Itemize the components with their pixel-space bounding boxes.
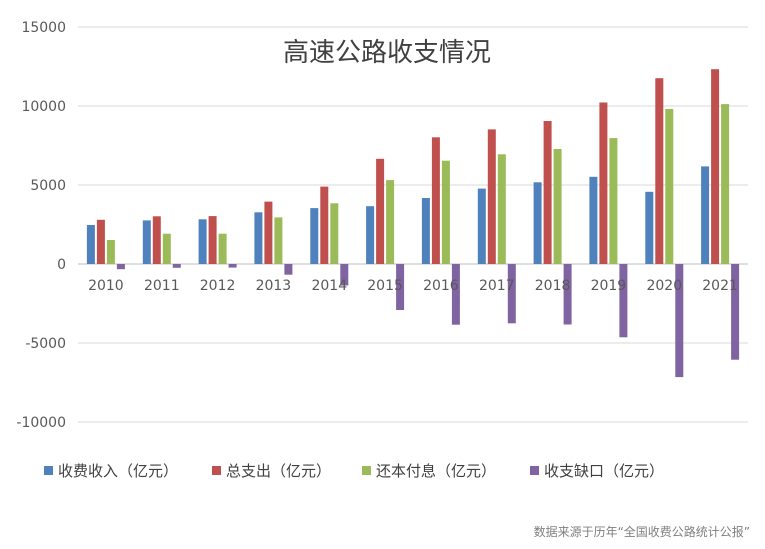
x-tick-label: 2010 <box>88 278 124 294</box>
x-tick-label: 2020 <box>646 278 682 294</box>
bar-3-2014 <box>330 203 339 264</box>
x-tick-label: 2021 <box>702 278 738 294</box>
legend-label: 还本付息（亿元） <box>376 462 496 480</box>
bar-2-2010 <box>96 219 105 264</box>
x-tick-label: 2018 <box>535 278 571 294</box>
bar-4-2017 <box>507 264 516 324</box>
x-tick-label: 2016 <box>423 278 459 294</box>
y-tick-label: 10000 <box>21 99 66 115</box>
legend-swatch <box>212 466 221 475</box>
bar-1-2018 <box>533 182 542 264</box>
bar-4-2013 <box>284 264 293 275</box>
bar-2-2020 <box>655 78 664 264</box>
x-tick-label: 2014 <box>311 278 347 294</box>
bar-1-2019 <box>589 176 598 264</box>
gridlines <box>78 26 748 423</box>
bar-3-2015 <box>386 180 395 264</box>
bar-3-2020 <box>665 109 674 264</box>
bar-4-2019 <box>619 264 628 338</box>
bar-2-2021 <box>711 69 720 264</box>
bar-1-2014 <box>310 208 319 264</box>
bars <box>86 69 740 378</box>
bar-2-2013 <box>264 201 273 264</box>
x-tick-label: 2011 <box>144 278 180 294</box>
bar-3-2021 <box>721 104 730 264</box>
y-tick-label: -10000 <box>16 415 66 431</box>
bar-1-2013 <box>254 212 263 264</box>
legend-swatch <box>44 466 53 475</box>
bar-3-2016 <box>441 160 450 264</box>
bar-4-2018 <box>563 264 572 325</box>
x-tick-label: 2013 <box>256 278 292 294</box>
x-tick-label: 2017 <box>479 278 515 294</box>
bar-3-2019 <box>609 138 618 264</box>
legend-label: 收支缺口（亿元） <box>544 462 664 480</box>
bar-2-2016 <box>431 137 440 264</box>
x-tick-label: 2019 <box>591 278 627 294</box>
bar-2-2019 <box>599 102 608 264</box>
chart-title: 高速公路收支情况 <box>283 38 491 68</box>
bar-1-2012 <box>198 219 207 264</box>
legend-label: 收费收入（亿元） <box>58 462 178 480</box>
x-axis-ticks: 2010 2011 2012 2013 2014 2015 2016 2017 2018 2019… <box>88 278 738 294</box>
bar-1-2017 <box>477 188 486 264</box>
bar-4-2012 <box>228 264 237 268</box>
legend-swatch <box>362 466 371 475</box>
y-tick-label: 15000 <box>21 20 66 36</box>
bar-2-2011 <box>152 216 161 264</box>
source-note: 数据来源于历年“全国收费公路统计公报” <box>534 524 750 539</box>
bar-2-2014 <box>320 186 329 264</box>
y-tick-label: 5000 <box>30 178 66 194</box>
bar-4-2021 <box>731 264 740 360</box>
legend-swatch <box>530 466 539 475</box>
x-tick-label: 2012 <box>200 278 236 294</box>
x-tick-label: 2015 <box>367 278 403 294</box>
y-tick-label: -5000 <box>25 336 66 352</box>
bar-1-2021 <box>701 166 710 264</box>
legend: 收费收入（亿元） 总支出（亿元） 还本付息（亿元） 收支缺口（亿元） <box>44 462 664 480</box>
bar-4-2011 <box>172 264 181 268</box>
legend-label: 总支出（亿元） <box>226 462 331 480</box>
y-axis-ticks: 15000 10000 5000 0 -5000 -10000 <box>16 20 66 431</box>
bar-1-2015 <box>366 206 375 264</box>
bar-3-2017 <box>497 154 506 264</box>
bar-4-2015 <box>396 264 405 310</box>
bar-3-2010 <box>106 240 115 264</box>
bar-4-2020 <box>675 264 684 378</box>
bar-3-2011 <box>162 233 171 264</box>
bar-2-2018 <box>543 121 552 264</box>
bar-1-2010 <box>86 225 95 264</box>
bar-4-2014 <box>340 264 349 286</box>
bar-2-2015 <box>376 158 385 264</box>
y-tick-label: 0 <box>57 257 66 273</box>
bar-3-2018 <box>553 149 562 264</box>
bar-2-2017 <box>487 129 496 264</box>
bar-3-2012 <box>218 233 227 264</box>
bar-1-2011 <box>142 220 151 264</box>
bar-1-2020 <box>645 191 654 264</box>
bar-4-2010 <box>116 264 125 270</box>
bar-4-2016 <box>451 264 460 325</box>
bar-3-2013 <box>274 217 283 264</box>
bar-1-2016 <box>421 198 430 264</box>
bar-2-2012 <box>208 216 217 264</box>
